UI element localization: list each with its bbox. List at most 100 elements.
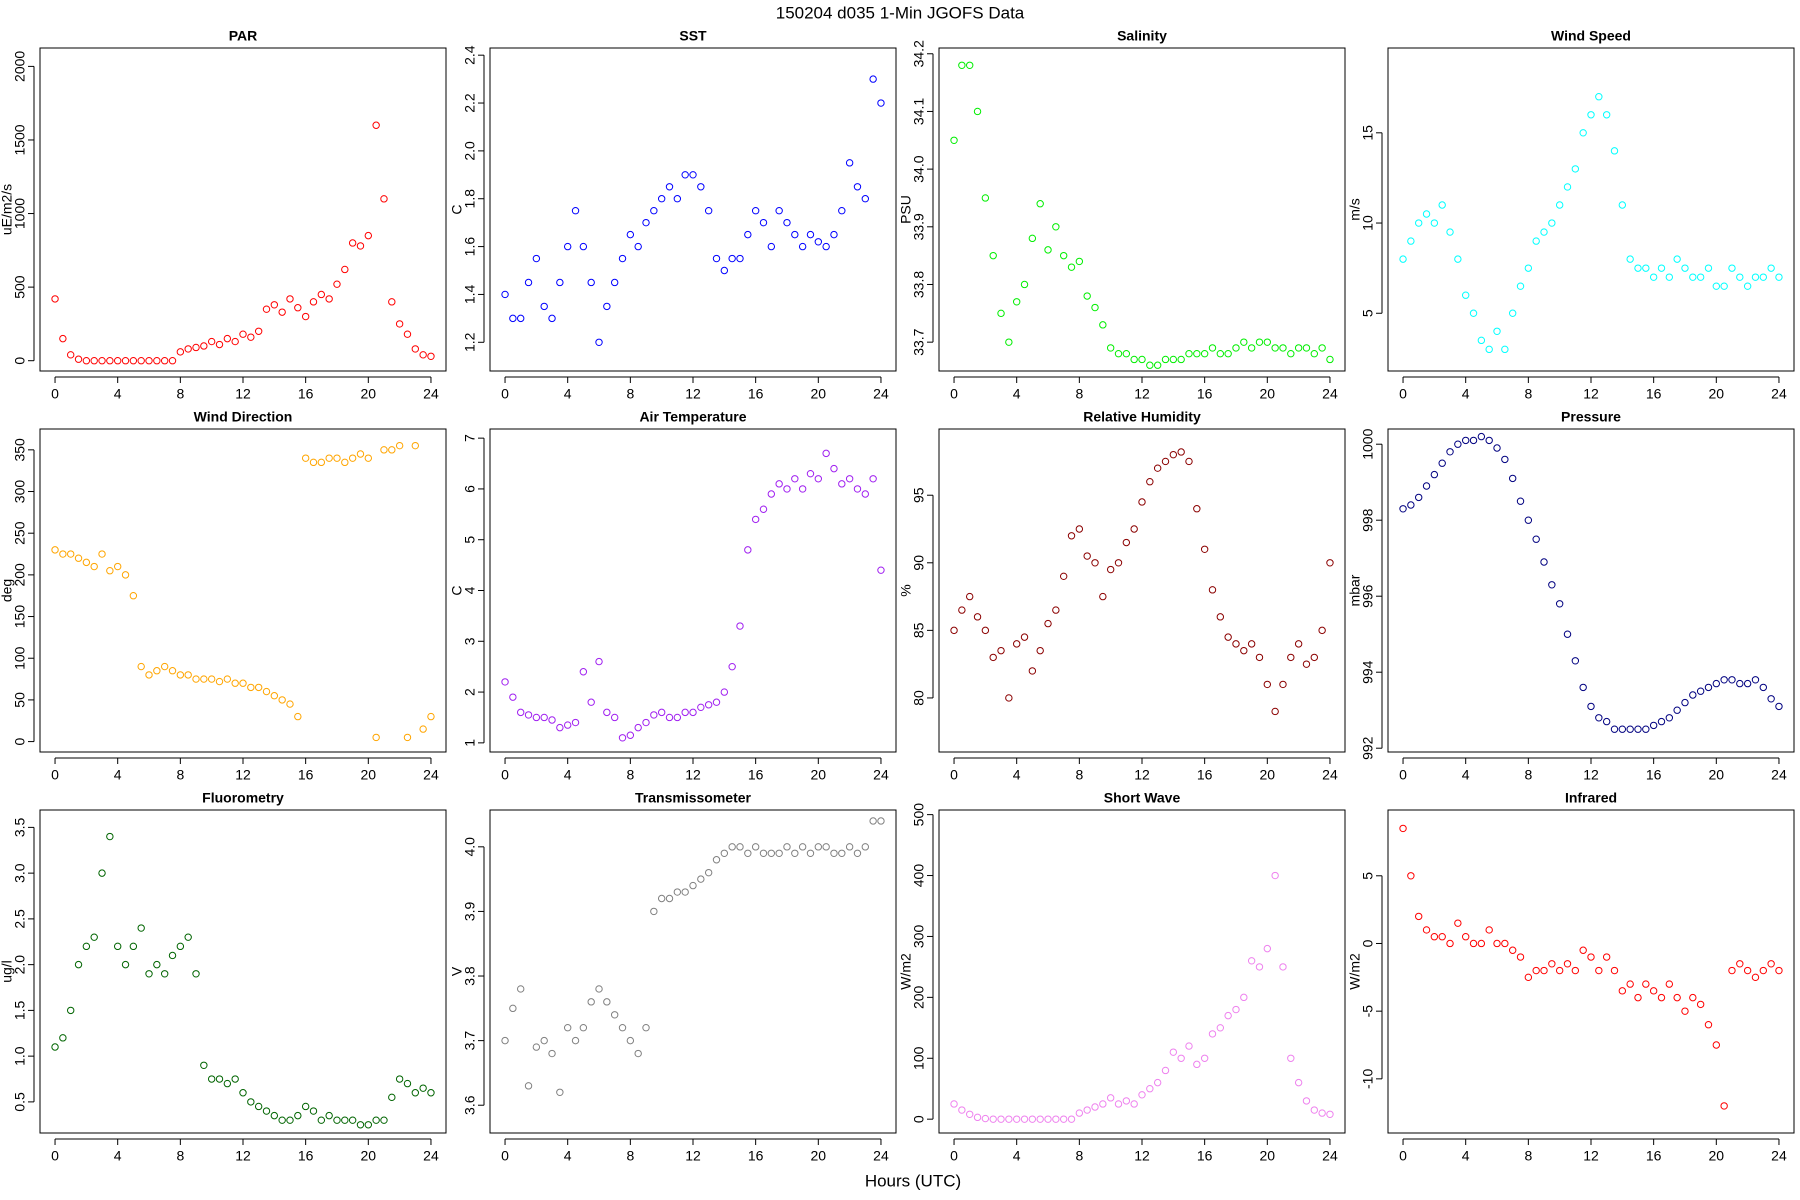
data-point [403, 330, 412, 338]
data-point [1751, 676, 1760, 684]
data-point [1422, 210, 1431, 218]
data-point [223, 1079, 232, 1088]
data-point [1287, 349, 1295, 358]
data-point [356, 242, 365, 250]
data-point [294, 1111, 302, 1120]
data-point [1161, 355, 1170, 364]
data-point [1493, 939, 1501, 948]
y-tick-label: 1000 [12, 198, 28, 229]
data-point [1649, 721, 1658, 730]
x-tick-label: 20 [1260, 386, 1276, 402]
data-point [1649, 987, 1658, 995]
data-point [1602, 953, 1611, 961]
data-point [145, 671, 153, 679]
data-point [1122, 1097, 1131, 1105]
data-point [1665, 980, 1674, 988]
data-point [1415, 912, 1423, 921]
data-point [1579, 683, 1587, 692]
data-point [207, 675, 216, 683]
data-point [845, 159, 854, 167]
data-point [634, 723, 642, 732]
data-point [1067, 1115, 1076, 1123]
data-point [838, 849, 846, 857]
data-point [1618, 201, 1627, 209]
y-tick-label: 1.6 [462, 237, 478, 257]
x-tick-label: 8 [176, 386, 184, 402]
data-point [1326, 355, 1334, 364]
plot-box [938, 47, 1346, 372]
x-tick-label: 8 [626, 1148, 634, 1164]
panel-title: Fluorometry [202, 790, 284, 806]
y-tick-label: 300 [12, 480, 28, 504]
data-point [989, 1115, 997, 1123]
data-point [1255, 338, 1264, 346]
data-point [1571, 165, 1580, 173]
data-point [1626, 255, 1634, 263]
data-point [82, 356, 91, 365]
data-point [1075, 525, 1084, 533]
data-point [1548, 960, 1556, 968]
data-point [200, 1061, 208, 1069]
data-point [1555, 201, 1564, 209]
data-point [704, 701, 713, 709]
y-tick-label: 33.8 [911, 271, 927, 298]
data-point [618, 734, 627, 742]
data-point [861, 843, 869, 851]
data-point [1036, 200, 1044, 208]
data-point [1091, 303, 1099, 312]
data-point [1634, 264, 1642, 272]
data-point [325, 295, 333, 303]
data-point [372, 121, 380, 129]
y-tick-label: -10 [1360, 1069, 1376, 1089]
y-tick-label: 992 [1360, 736, 1376, 760]
data-point [286, 295, 294, 303]
x-tick-label: 0 [51, 1148, 59, 1164]
data-point [1216, 613, 1225, 621]
data-point [759, 505, 768, 513]
data-point [1461, 436, 1470, 445]
data-point [184, 671, 192, 679]
data-point [759, 218, 768, 227]
data-point [509, 1004, 517, 1013]
x-tick-label: 0 [1399, 767, 1407, 783]
data-point [650, 711, 658, 719]
plot-box [938, 809, 1346, 1134]
data-point [579, 668, 588, 676]
data-point [270, 692, 279, 700]
data-point [1689, 691, 1697, 699]
data-point [791, 475, 799, 483]
x-tick-label: 16 [298, 1148, 314, 1164]
y-tick-label: 50 [12, 692, 28, 708]
data-point [176, 348, 185, 356]
data-point [129, 356, 138, 365]
data-point [1493, 444, 1501, 452]
data-point [806, 230, 815, 239]
data-point [1318, 626, 1326, 635]
data-point [1224, 349, 1232, 358]
data-point [262, 687, 271, 696]
y-tick-label: 3.0 [12, 863, 28, 883]
data-point [1114, 349, 1123, 358]
data-point [610, 1011, 619, 1019]
data-point [1696, 687, 1705, 695]
data-point [341, 458, 349, 467]
data-point [1438, 933, 1446, 941]
data-point [1028, 667, 1037, 675]
data-point [1138, 1091, 1146, 1099]
data-point [395, 1075, 404, 1083]
data-point [1399, 505, 1407, 513]
data-point [1438, 201, 1446, 209]
data-point [1610, 147, 1619, 155]
y-tick-label: 0.5 [12, 1092, 28, 1112]
y-tick-label: 33.7 [911, 328, 927, 355]
data-point [254, 683, 263, 692]
data-point [642, 718, 650, 727]
y-tick-label: 500 [12, 275, 28, 299]
x-tick-label: 4 [564, 386, 572, 402]
data-point [1532, 237, 1540, 245]
data-point [333, 454, 341, 462]
data-point [830, 230, 838, 239]
data-point [98, 356, 106, 365]
x-tick-label: 8 [1075, 386, 1083, 402]
panel: Short Wave W/m2 0 4 8 12 16 20 24 0 100 200 300 400 50… [898, 790, 1346, 1164]
